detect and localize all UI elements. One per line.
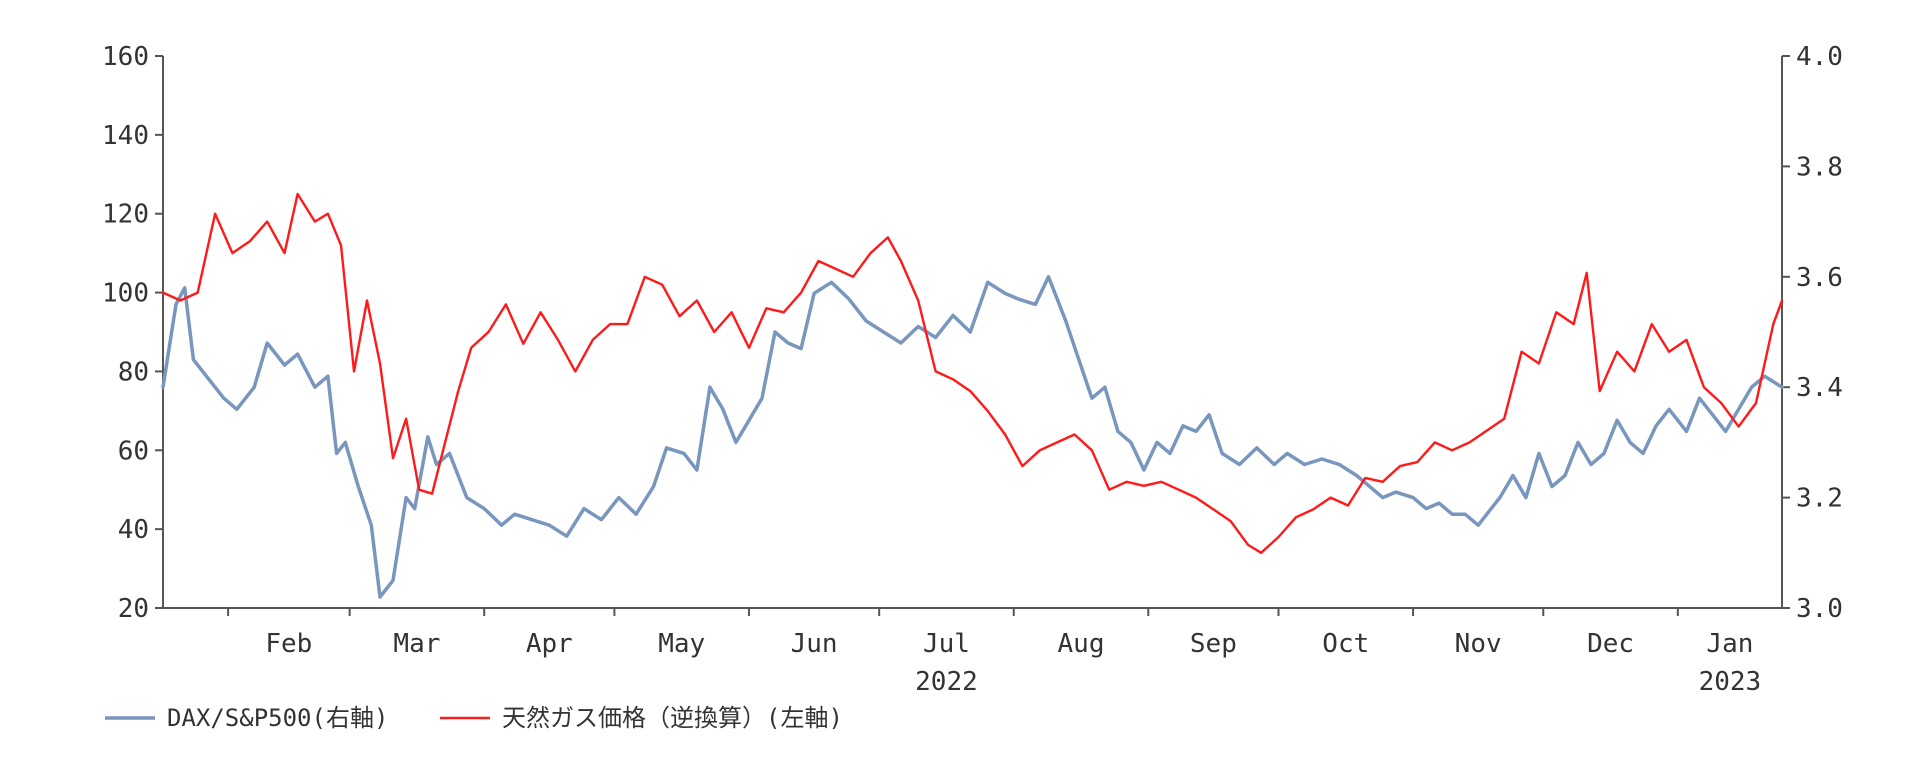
right-tick-label: 4.0 <box>1796 42 1843 72</box>
series-line-natural-gas <box>161 192 1784 554</box>
x-tick-label: Nov <box>1455 629 1502 659</box>
x-tick-label: Feb <box>265 629 312 659</box>
left-tick-label: 80 <box>118 357 149 387</box>
legend: DAX/S&P500(右軸) 天然ガス価格（逆換算）(左軸) <box>105 704 843 732</box>
right-tick-label: 3.8 <box>1796 152 1843 182</box>
x-tick-label: Apr <box>526 629 573 659</box>
left-tick-label: 140 <box>102 121 149 151</box>
x-tick-label: Jun <box>791 629 838 659</box>
left-tick-label: 60 <box>118 436 149 466</box>
x-tick-label: Jul <box>923 629 970 659</box>
x-tick-label: Aug <box>1058 629 1105 659</box>
x-tick-label: May <box>658 629 705 659</box>
left-tick-label: 20 <box>118 594 149 624</box>
x-tick-label: Oct <box>1322 629 1369 659</box>
left-tick-label: 40 <box>118 515 149 545</box>
x-tick-label: Mar <box>393 629 440 659</box>
right-tick-label: 3.6 <box>1796 263 1843 293</box>
right-tick-label: 3.2 <box>1796 484 1843 514</box>
x-year-label: 2023 <box>1699 667 1762 697</box>
right-tick-label: 3.4 <box>1796 373 1843 403</box>
x-year-label: 2022 <box>915 667 978 697</box>
left-tick-label: 100 <box>102 279 149 309</box>
legend-label: DAX/S&P500(右軸) <box>167 704 388 732</box>
series-layer <box>161 192 1784 599</box>
right-tick-label: 3.0 <box>1796 594 1843 624</box>
x-tick-label: Dec <box>1587 629 1634 659</box>
axes-layer: 20 40 60 80 100 120 140 160 3.0 3.2 3.4 3.6 3.8 4.0 Fe… <box>102 42 1843 697</box>
series-line-dax-sp500 <box>161 275 1784 599</box>
left-tick-label: 160 <box>102 42 149 72</box>
x-tick-label: Jan <box>1706 629 1753 659</box>
x-tick-label: Sep <box>1190 629 1237 659</box>
legend-label: 天然ガス価格（逆換算）(左軸) <box>502 704 843 732</box>
left-tick-label: 120 <box>102 200 149 230</box>
